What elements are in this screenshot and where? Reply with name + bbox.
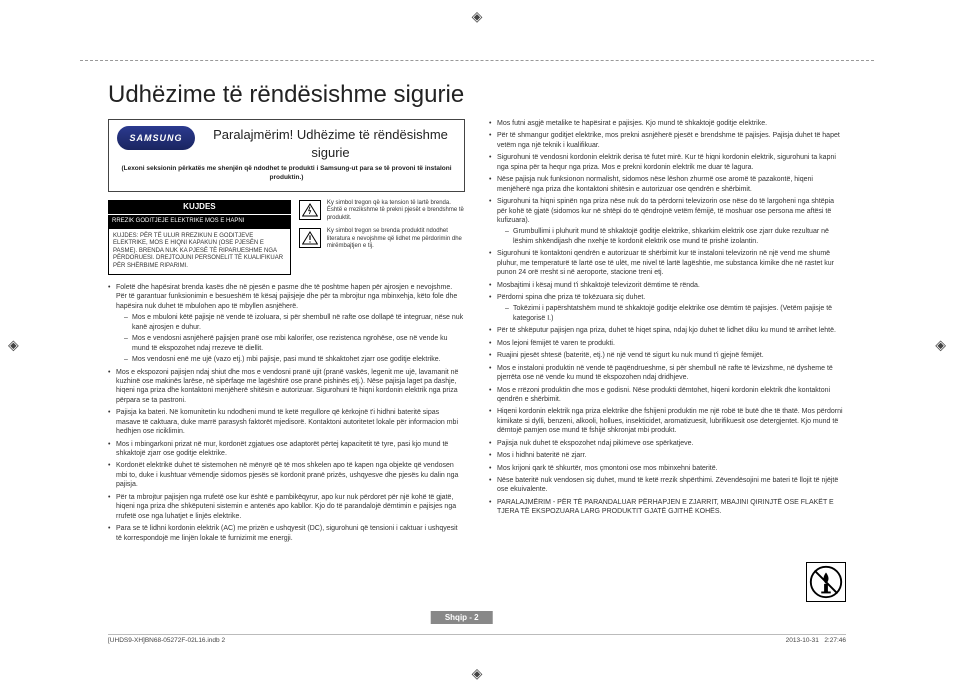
list-item: Hiqeni kordonin elektrik nga priza elekt…: [489, 407, 846, 435]
list-item: Pajisja ka bateri. Në komunitetin ku ndo…: [108, 408, 465, 436]
left-bullet-list: Foletë dhe hapësirat brenda kasës dhe në…: [108, 283, 465, 543]
caution-body: KUJDES: PËR TË ULUR RREZIKUN E GODITJEVE…: [108, 228, 291, 276]
list-item: PARALAJMËRIM - PËR TË PARANDALUAR PËRHAP…: [489, 498, 846, 517]
list-item: Mos e ekspozoni pajisjen ndaj shiut dhe …: [108, 368, 465, 406]
list-item: Mos futni asgjë metalike te hapësirat e …: [489, 119, 846, 128]
list-item: Mos i hidhni bateritë në zjarr.: [489, 451, 846, 460]
list-item: Mos e rrëzoni produktin dhe mos e godisn…: [489, 386, 846, 405]
list-item: Sigurohuni të kontaktoni qendrën e autor…: [489, 249, 846, 277]
column-left: SAMSUNG Paralajmërim! Udhëzime të rëndës…: [108, 119, 465, 546]
list-item: Mos e instaloni produktin në vende të pa…: [489, 364, 846, 383]
exclamation-triangle-icon: [299, 228, 321, 248]
sub-list: Grumbullimi i pluhurit mund të shkaktojë…: [497, 227, 846, 246]
page-title: Udhëzime të rëndësishme sigurie: [108, 81, 846, 109]
registration-mark-top: ◈: [472, 8, 483, 25]
sub-list-item: Mos e vendosni asnjëherë pajisjen pranë …: [124, 334, 465, 353]
right-bullet-list: Mos futni asgjë metalike te hapësirat e …: [489, 119, 846, 517]
list-item: Sigurohuni ta hiqni spinën nga priza nës…: [489, 197, 846, 246]
list-item: Përdorni spina dhe priza të tokëzuara si…: [489, 293, 846, 323]
sub-list: Mos e mbuloni këtë pajisje në vende të i…: [116, 313, 465, 364]
list-item: Kordonët elektrikë duhet të sistemohen n…: [108, 461, 465, 489]
warning-title: Paralajmërim! Udhëzime të rëndësishme si…: [205, 126, 456, 161]
sub-list-item: Grumbullimi i pluhurit mund të shkaktojë…: [505, 227, 846, 246]
symbol-explanations: Ky simbol tregon që ka tension të lartë …: [299, 200, 465, 275]
samsung-logo: SAMSUNG: [117, 126, 195, 150]
list-item: Para se të lidhni kordonin elektrik (AC)…: [108, 524, 465, 543]
registration-mark-bottom: ◈: [472, 665, 483, 682]
list-item: Për ta mbrojtur pajisjen nga rrufetë ose…: [108, 493, 465, 521]
page-number-tab: Shqip - 2: [431, 611, 493, 624]
list-item: Sigurohuni të vendosni kordonin elektrik…: [489, 153, 846, 172]
caution-block: KUJDES RREZIK GODITJEJE ELEKTRIKE MOS E …: [108, 200, 465, 275]
sub-list-item: Tokëzimi i papërshtatshëm mund të shkakt…: [505, 304, 846, 323]
list-item: Për të shmangur goditjet elektrike, mos …: [489, 131, 846, 150]
list-item: Për të shkëputur pajisjen nga priza, duh…: [489, 326, 846, 335]
list-item: Foletë dhe hapësirat brenda kasës dhe në…: [108, 283, 465, 365]
list-item: Mos krijoni qark të shkurtër, mos çmonto…: [489, 464, 846, 473]
sub-list: Tokëzimi i papërshtatshëm mund të shkakt…: [497, 304, 846, 323]
footer-date: 2013-10-31: [786, 637, 819, 644]
list-item: Mos lejoni fëmijët të varen te produkti.: [489, 339, 846, 348]
list-item: Mosbajtimi i kësaj mund t'i shkaktojë te…: [489, 281, 846, 290]
caution-bar: RREZIK GODITJEJE ELEKTRIKE MOS E HAPNI: [108, 215, 291, 227]
sub-list-item: Mos e mbuloni këtë pajisje në vende të i…: [124, 313, 465, 332]
registration-mark-right: ◈: [935, 337, 946, 354]
caution-header: KUJDES: [108, 200, 291, 215]
footer-timestamp: 2013-10-31 2:27:46: [786, 637, 846, 644]
footer-time: 2:27:46: [824, 637, 846, 644]
no-open-flame-icon: [806, 562, 846, 602]
column-right: Mos futni asgjë metalike te hapësirat e …: [489, 119, 846, 546]
symbol-text-2: Ky simbol tregon se brenda produktit ndo…: [327, 228, 465, 251]
list-item: Pajisja nuk duhet të ekspozohet ndaj pik…: [489, 439, 846, 448]
symbol-text-1: Ky simbol tregon që ka tension të lartë …: [327, 200, 465, 223]
registration-mark-left: ◈: [8, 337, 19, 354]
warning-note: (Lexoni seksionin përkatës me shenjën që…: [117, 165, 456, 183]
page-frame: Udhëzime të rëndësishme sigurie SAMSUNG …: [80, 60, 874, 650]
list-item: Nëse bateritë nuk vendosen siç duhet, mu…: [489, 476, 846, 495]
list-item: Ruajini pjesët shtesë (bateritë, etj.) n…: [489, 351, 846, 360]
sub-list-item: Mos vendosni enë me ujë (vazo etj.) mbi …: [124, 355, 465, 364]
warning-header-box: SAMSUNG Paralajmërim! Udhëzime të rëndës…: [108, 119, 465, 192]
two-column-layout: SAMSUNG Paralajmërim! Udhëzime të rëndës…: [108, 119, 846, 546]
footer-file: [UHDS9-XH]BN68-05272F-02L16.indb 2: [108, 637, 225, 644]
print-footer: [UHDS9-XH]BN68-05272F-02L16.indb 2 2013-…: [108, 634, 846, 644]
list-item: Nëse pajisja nuk funksionon normalisht, …: [489, 175, 846, 194]
caution-text-box: KUJDES RREZIK GODITJEJE ELEKTRIKE MOS E …: [108, 200, 291, 275]
voltage-triangle-icon: [299, 200, 321, 220]
list-item: Mos i mbingarkoni prizat në mur, kordonë…: [108, 440, 465, 459]
